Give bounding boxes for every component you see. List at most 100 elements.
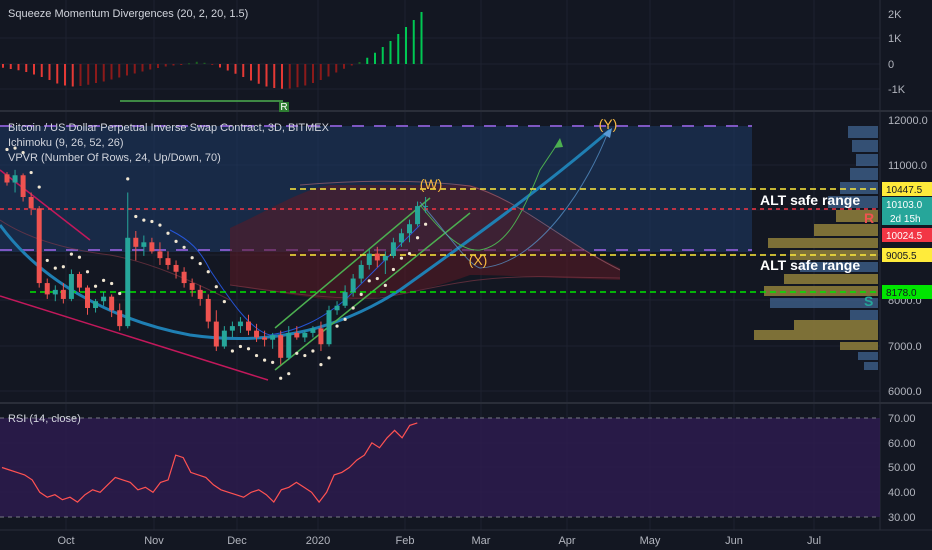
alt-lower-text[interactable]: ALT safe range <box>760 257 860 273</box>
squeeze-divergence-badge <box>279 102 289 112</box>
candle-body <box>374 253 380 261</box>
rsi-title[interactable]: RSI (14, close) <box>8 413 81 425</box>
squeeze-bar <box>203 62 206 64</box>
wave-w-label[interactable]: (W) <box>420 176 443 192</box>
countdown-box <box>882 211 932 225</box>
squeeze-bar <box>64 64 66 86</box>
sar-dot <box>407 252 412 256</box>
candle-body <box>76 274 82 288</box>
candle-body <box>390 242 396 256</box>
sar-dot <box>383 283 387 287</box>
squeeze-bar <box>358 62 361 64</box>
rsi-tick-70: 70.00 <box>888 413 916 425</box>
squeeze-bar <box>95 64 97 83</box>
candle-body <box>221 330 227 347</box>
candle-body <box>4 174 10 183</box>
projection-path-blue <box>419 131 609 269</box>
support-price: 8178.0 <box>886 288 917 299</box>
price-tick-11000: 11000.0 <box>888 160 927 172</box>
resistance-price: 10024.5 <box>886 231 923 242</box>
vpvr-title[interactable]: VPVR (Number Of Rows, 24, Up/Down, 70) <box>8 152 221 164</box>
rsi-tick-60: 60.00 <box>888 438 916 450</box>
candle-body <box>310 328 316 333</box>
squeeze-bar <box>141 64 144 72</box>
candle-body <box>93 301 99 308</box>
squeeze-bar <box>389 41 392 64</box>
candle-body <box>165 258 171 265</box>
sar-dot <box>327 356 331 360</box>
squeeze-bar <box>265 64 268 87</box>
sar-dot <box>351 306 355 310</box>
ichimoku-title[interactable]: Ichimoku (9, 26, 52, 26) <box>8 137 124 149</box>
sar-dot <box>69 252 73 256</box>
wave-x-label[interactable]: (X) <box>469 252 488 268</box>
squeeze-bar <box>312 64 314 83</box>
squeeze-bar <box>180 64 183 65</box>
squeeze-bar <box>211 64 214 65</box>
alt-upper-text[interactable]: ALT safe range <box>760 192 860 208</box>
sar-dot <box>5 147 9 152</box>
squeeze-bar <box>412 20 415 64</box>
sar-dot <box>359 292 363 297</box>
price-tick-6000: 6000.0 <box>888 386 922 398</box>
squeeze-bar <box>374 52 376 64</box>
squeeze-bar <box>281 64 283 89</box>
candle-countdown: 2d 15h <box>890 214 921 225</box>
squeeze-bar <box>110 64 113 80</box>
candle-body <box>205 298 211 322</box>
price-tick-12000: 12000.0 <box>888 115 928 127</box>
sar-dot <box>29 170 33 175</box>
candle-body <box>318 328 324 345</box>
squeeze-bar <box>257 64 260 84</box>
resistance-price-box <box>882 228 932 242</box>
squeeze-bar <box>242 64 245 77</box>
squeeze-bar <box>234 64 237 74</box>
candles <box>4 169 429 365</box>
squeeze-bar <box>71 64 74 87</box>
candle-body <box>173 264 179 272</box>
sar-dot <box>424 222 428 226</box>
candle-body <box>262 337 268 340</box>
candle-body <box>197 289 203 299</box>
candle-body <box>181 271 187 284</box>
sar-dot <box>190 256 194 260</box>
sar-dot <box>174 239 178 244</box>
sar-dot <box>166 231 170 235</box>
candle-body <box>350 278 356 293</box>
sar-dot <box>182 245 186 249</box>
sar-dot <box>45 258 49 263</box>
sar-dot <box>110 281 114 286</box>
time-tick-may: May <box>640 535 661 547</box>
projection-path <box>419 139 561 251</box>
sar-dot <box>367 279 371 283</box>
squeeze-bar <box>288 64 291 89</box>
main-title[interactable]: Bitcoin / US Dollar Perpetual Inverse Sw… <box>8 122 330 134</box>
alt-upper-price-box <box>882 182 932 196</box>
squeeze-bar <box>126 64 128 76</box>
squeeze-bar <box>87 64 90 85</box>
candle-body <box>141 242 147 247</box>
squeeze-bar <box>17 64 20 71</box>
squeeze-bar <box>79 64 82 86</box>
squeeze-bar <box>366 57 369 64</box>
sar-dot <box>158 223 162 227</box>
time-tick-nov: Nov <box>144 535 164 547</box>
parabolic-sar <box>5 146 428 380</box>
squeeze-bar <box>273 64 276 88</box>
sar-dot <box>13 146 17 150</box>
candle-body <box>28 197 34 209</box>
ichimoku-cloud <box>230 185 620 300</box>
ichimoku-cloud-left <box>0 219 231 301</box>
squeeze-bar <box>157 64 159 68</box>
squeeze-bar <box>327 64 330 77</box>
rsi-tick-40: 40.00 <box>888 487 916 499</box>
sar-dot <box>118 291 122 296</box>
cup-curve <box>0 128 611 340</box>
candle-body <box>407 224 412 234</box>
wave-y-label[interactable]: (Y) <box>599 116 618 132</box>
squeeze-title[interactable]: Squeeze Momentum Divergences (20, 2, 20,… <box>8 8 248 20</box>
sar-dot <box>375 276 379 281</box>
candle-body <box>149 242 155 252</box>
sar-dot <box>134 214 138 219</box>
sar-dot <box>77 255 82 259</box>
